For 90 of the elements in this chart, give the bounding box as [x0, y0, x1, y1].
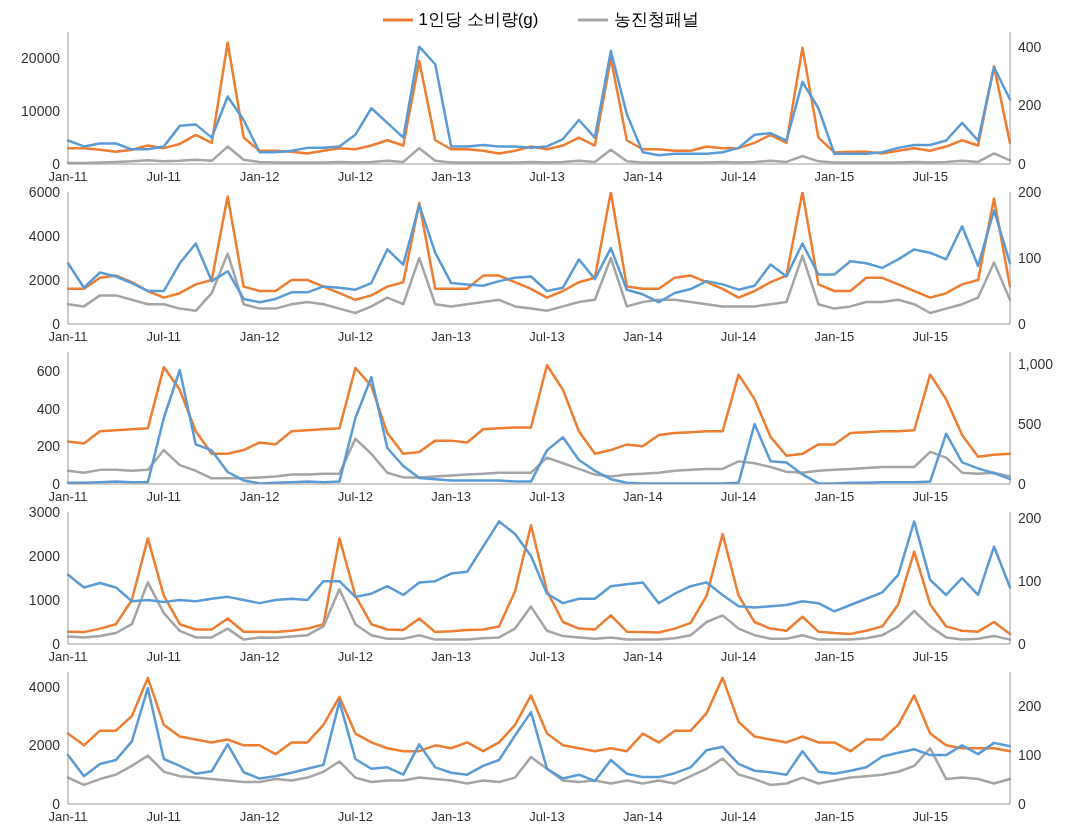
x-tick-label: Jan-12	[239, 809, 280, 825]
x-tick-label: Jan-14	[622, 649, 663, 665]
y-tick-label: 200	[36, 438, 61, 455]
y2-tick-label: 500	[1018, 415, 1042, 432]
y2-tick-label: 200	[1018, 698, 1042, 715]
y2-tick-label: 0	[1018, 635, 1026, 652]
x-tick-label: Jan-12	[239, 169, 280, 185]
y2-tick-label: 0	[1018, 155, 1026, 172]
y-tick-label: 10000	[21, 103, 61, 120]
x-tick-label: Jul-12	[337, 649, 374, 665]
y-tick-label: 2000	[28, 271, 61, 288]
x-tick-label: Jan-14	[622, 329, 663, 345]
y-tick-label: 0	[52, 155, 61, 172]
legend-label: 농진청패널	[614, 9, 700, 31]
y-tick-label: 400	[36, 400, 61, 417]
x-tick-label: Jul-15	[912, 649, 948, 665]
y-tick-label: 1000	[28, 591, 61, 608]
x-tick-label: Jul-12	[337, 809, 374, 825]
y-tick-label: 4000	[28, 678, 61, 695]
x-tick-label: Jul-14	[720, 649, 757, 665]
x-tick-label: Jul-13	[529, 169, 565, 185]
x-tick-label: Jan-12	[239, 649, 280, 665]
x-tick-label: Jan-14	[622, 489, 663, 505]
line-series	[66, 676, 1012, 756]
x-tick-label: Jul-13	[529, 329, 565, 345]
x-tick-label: Jul-13	[529, 489, 565, 505]
x-tick-label: Jul-11	[146, 329, 182, 345]
x-tick-label: Jan-11	[48, 649, 88, 665]
x-tick-label: Jan-13	[431, 809, 472, 825]
x-tick-label: Jul-11	[146, 809, 182, 825]
x-tick-label: Jan-11	[48, 169, 88, 185]
x-tick-label: Jul-13	[529, 649, 565, 665]
x-tick-label: Jan-14	[622, 169, 663, 185]
x-tick-label: Jan-11	[48, 489, 88, 505]
y2-tick-label: 100	[1018, 747, 1042, 764]
y2-tick-label: 1,000	[1018, 355, 1054, 372]
x-tick-label: Jan-12	[239, 489, 280, 505]
x-tick-label: Jul-14	[720, 329, 757, 345]
x-tick-label: Jul-14	[720, 169, 757, 185]
y2-tick-label: 100	[1018, 249, 1042, 266]
x-tick-label: Jan-12	[239, 329, 280, 345]
x-tick-label: Jan-11	[48, 809, 88, 825]
x-tick-label: Jul-13	[529, 809, 565, 825]
y-tick-label: 0	[52, 795, 61, 812]
x-tick-label: Jul-11	[146, 649, 182, 665]
y2-tick-label: 200	[1018, 97, 1042, 114]
x-tick-label: Jul-11	[146, 489, 182, 505]
y-tick-label: 3000	[28, 503, 61, 520]
y-tick-label: 0	[52, 315, 61, 332]
x-tick-label: Jul-15	[912, 329, 948, 345]
x-tick-label: Jan-15	[814, 489, 855, 505]
x-tick-label: Jan-15	[814, 169, 855, 185]
y2-tick-label: 100	[1018, 573, 1042, 590]
legend-label: 1인당 소비량(g)	[418, 9, 539, 31]
line-series	[66, 686, 1012, 783]
line-series	[66, 520, 1012, 613]
y-tick-label: 20000	[21, 50, 61, 67]
line-series	[66, 363, 1012, 458]
y2-tick-label: 200	[1018, 183, 1042, 200]
x-tick-label: Jul-11	[146, 169, 182, 185]
x-tick-label: Jul-14	[720, 809, 757, 825]
y-tick-label: 4000	[28, 227, 61, 244]
y-tick-label: 6000	[28, 183, 61, 200]
y2-tick-label: 0	[1018, 315, 1026, 332]
y-tick-label: 600	[36, 362, 61, 379]
y2-tick-label: 0	[1018, 475, 1026, 492]
y-tick-label: 0	[52, 635, 61, 652]
x-tick-label: Jan-15	[814, 649, 855, 665]
y-tick-label: 0	[52, 475, 61, 492]
y2-tick-label: 200	[1018, 510, 1042, 527]
y2-tick-label: 400	[1018, 38, 1042, 55]
x-tick-label: Jul-12	[337, 489, 374, 505]
line-series	[66, 523, 1012, 636]
x-tick-label: Jul-12	[337, 169, 374, 185]
y-tick-label: 2000	[28, 547, 61, 564]
x-tick-label: Jan-14	[622, 809, 663, 825]
x-tick-label: Jan-15	[814, 329, 855, 345]
x-tick-label: Jan-13	[431, 489, 472, 505]
x-tick-label: Jan-13	[431, 169, 472, 185]
x-tick-label: Jul-15	[912, 489, 948, 505]
x-tick-label: Jan-13	[431, 329, 472, 345]
x-tick-label: Jul-12	[337, 329, 374, 345]
y2-tick-label: 0	[1018, 795, 1026, 812]
x-tick-label: Jan-13	[431, 649, 472, 665]
x-tick-label: Jul-15	[912, 169, 948, 185]
x-tick-label: Jan-15	[814, 809, 855, 825]
y-tick-label: 2000	[28, 737, 61, 754]
x-tick-label: Jul-14	[720, 489, 757, 505]
x-tick-label: Jan-11	[48, 329, 88, 345]
x-tick-label: Jul-15	[912, 809, 948, 825]
